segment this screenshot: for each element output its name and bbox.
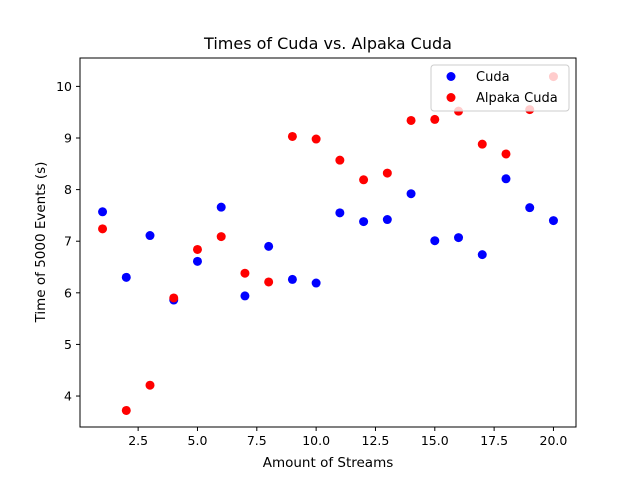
legend: Cuda Alpaka Cuda [430, 64, 570, 112]
point-alpaka-cuda [169, 293, 179, 303]
y-tick-label: 8 [64, 182, 72, 197]
point-cuda [430, 236, 440, 246]
point-cuda [525, 203, 535, 213]
legend-label-alpaka-cuda: Alpaka Cuda [476, 91, 558, 106]
point-cuda [240, 291, 250, 301]
point-alpaka-cuda [382, 168, 392, 178]
point-cuda [406, 189, 416, 199]
point-alpaka-cuda [335, 155, 345, 165]
point-cuda [145, 231, 155, 241]
point-alpaka-cuda [121, 405, 131, 415]
point-cuda [501, 174, 511, 184]
point-cuda [454, 233, 464, 243]
y-axis: 4 5 6 7 8 9 10 [56, 79, 80, 404]
point-alpaka-cuda [311, 134, 321, 144]
point-alpaka-cuda [287, 131, 297, 141]
point-cuda [382, 215, 392, 225]
point-alpaka-cuda [240, 268, 250, 278]
point-cuda [335, 208, 345, 218]
y-axis-label: Time of 5000 Events (s) [33, 162, 49, 324]
x-tick-label: 17.5 [480, 433, 508, 448]
data-points [98, 72, 558, 415]
y-tick-label: 5 [64, 337, 72, 352]
point-cuda [192, 256, 202, 266]
x-tick-label: 20.0 [540, 433, 568, 448]
point-cuda [98, 207, 108, 217]
point-alpaka-cuda [477, 139, 487, 149]
x-tick-label: 10.0 [302, 433, 330, 448]
y-tick-label: 9 [64, 130, 72, 145]
point-alpaka-cuda [98, 224, 108, 234]
x-axis: 2.5 5.0 7.5 10.0 12.5 15.0 17.5 20.0 [128, 427, 567, 448]
x-tick-label: 15.0 [421, 433, 449, 448]
point-alpaka-cuda [145, 380, 155, 390]
x-axis-label: Amount of Streams [263, 455, 394, 471]
y-tick-label: 10 [56, 79, 72, 94]
y-tick-label: 6 [64, 285, 72, 300]
point-alpaka-cuda [501, 149, 511, 159]
x-tick-label: 12.5 [362, 433, 390, 448]
point-alpaka-cuda [192, 244, 202, 254]
legend-box [430, 64, 570, 112]
point-cuda [311, 278, 321, 288]
point-alpaka-cuda [406, 115, 416, 125]
point-cuda [477, 250, 487, 260]
point-cuda [121, 272, 131, 282]
point-cuda [264, 241, 274, 251]
x-tick-label: 5.0 [188, 433, 208, 448]
chart-title: Times of Cuda vs. Alpaka Cuda [203, 34, 452, 53]
y-tick-label: 7 [64, 234, 72, 249]
point-cuda [548, 216, 558, 226]
point-alpaka-cuda [359, 175, 369, 185]
x-tick-label: 2.5 [128, 433, 148, 448]
y-tick-label: 4 [64, 389, 72, 404]
point-cuda [216, 202, 226, 212]
legend-label-cuda: Cuda [476, 70, 510, 85]
plot-area-frame [79, 57, 577, 428]
legend-marker-alpaka-cuda [446, 93, 456, 102]
point-alpaka-cuda [430, 114, 440, 124]
x-tick-label: 7.5 [247, 433, 267, 448]
point-alpaka-cuda [264, 277, 274, 287]
point-cuda [287, 274, 297, 284]
point-cuda [359, 217, 369, 227]
point-alpaka-cuda [216, 232, 226, 242]
legend-marker-cuda [446, 72, 456, 81]
